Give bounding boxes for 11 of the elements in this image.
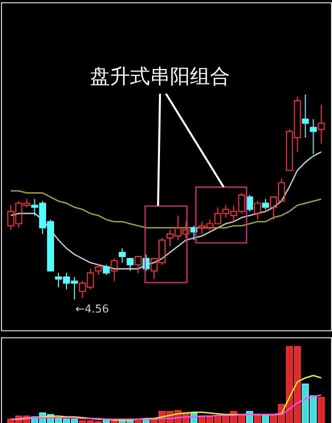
candlestick <box>318 104 325 144</box>
bar <box>134 420 142 423</box>
bar <box>110 420 118 423</box>
bar <box>262 414 270 423</box>
candlestick <box>310 118 317 154</box>
text: ←4.56 <box>75 302 109 316</box>
bar <box>318 396 325 423</box>
bar <box>246 410 254 423</box>
bar <box>254 414 262 423</box>
candlestick <box>302 94 309 138</box>
chart-title: 盘升式串阳组合 <box>90 64 230 88</box>
